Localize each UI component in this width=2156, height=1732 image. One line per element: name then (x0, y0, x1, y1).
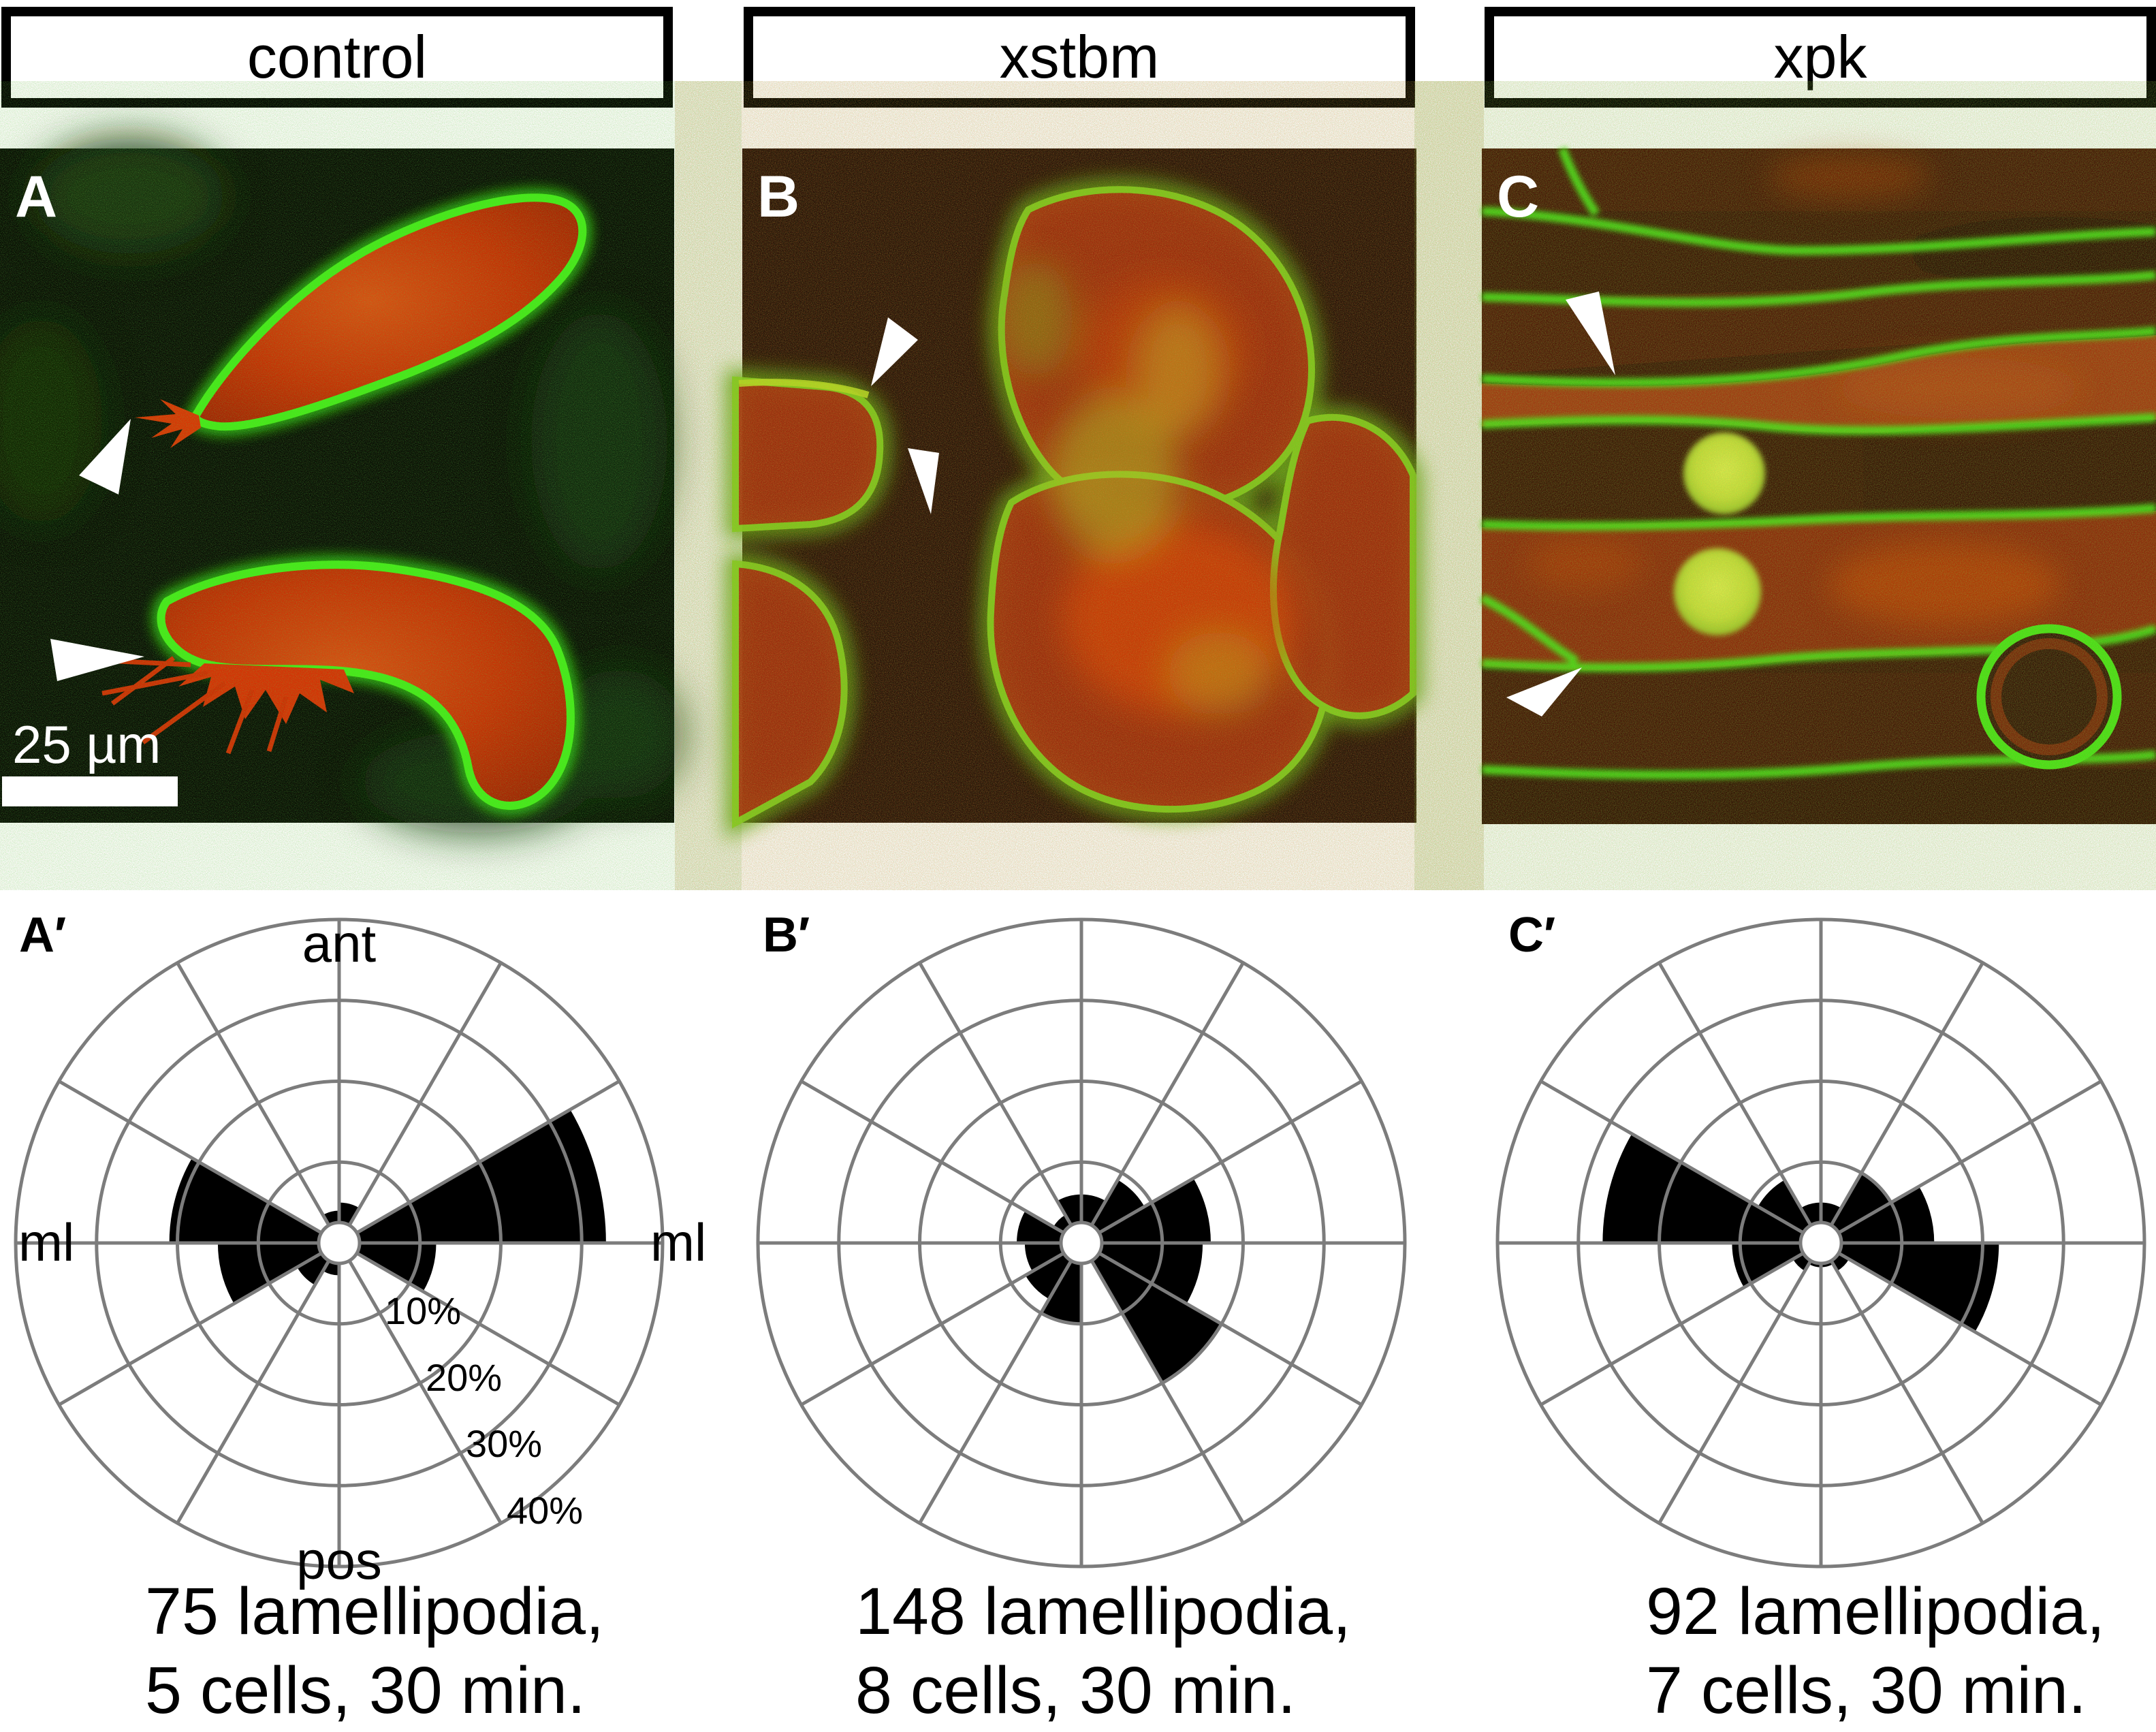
rose-diagram-xpk (1495, 917, 2146, 1569)
micrograph-xpk: C (1480, 146, 2156, 824)
caption-line: 7 cells, 30 min. (1646, 1653, 2087, 1728)
arrowhead-icon (871, 317, 918, 386)
rose-axis-label-pos: pos (296, 1530, 382, 1590)
rose-center-hole (1059, 1221, 1104, 1265)
condition-box-control: control (1, 7, 673, 108)
scale-bar-label: 25 µm (12, 714, 161, 774)
rose-ring-label: 30% (466, 1422, 542, 1465)
rose-wedge (339, 1109, 606, 1243)
rose-grid-spoke (1820, 1241, 2102, 1406)
arrowhead-icon (79, 419, 131, 494)
rose-center-hole (317, 1221, 362, 1265)
caption-line: 5 cells, 30 min. (145, 1653, 586, 1728)
panel-letter: B (757, 164, 799, 230)
rose-grid-spoke (1079, 962, 1245, 1244)
rose-wedge (1602, 1133, 1821, 1243)
arrowhead-icon (1506, 667, 1582, 717)
rose-center-hole (1798, 1221, 1843, 1265)
rose-grid-spoke (1080, 1080, 1363, 1245)
rose-wedge (217, 1243, 339, 1304)
rose-grid-spoke (337, 962, 503, 1244)
condition-box-xstbm: xstbm (744, 7, 1415, 108)
rose-grid-spoke (918, 962, 1083, 1244)
sample-caption: 92 lamellipodia, 7 cells, 30 min. (1646, 1572, 2105, 1731)
rose-panel-label: C′ (1508, 908, 1556, 962)
rose-grid-spoke (1819, 962, 1984, 1244)
rose-grid-spoke (58, 1241, 340, 1406)
rose-axis-label-ml-right: ml (650, 1212, 706, 1272)
rose-wedge (1821, 1186, 1935, 1243)
micrograph-control: 25 µm A (0, 138, 684, 833)
rose-wedge (1081, 1243, 1203, 1304)
condition-title: xpk (1773, 23, 1867, 91)
rose-wedge (169, 1158, 339, 1243)
rose-grid-spoke (800, 1080, 1083, 1245)
rose-grid-spoke (1658, 1242, 1823, 1524)
sample-caption: 148 lamellipodia, 8 cells, 30 min. (855, 1572, 1351, 1731)
green-speckle-noise (742, 148, 1416, 823)
rose-axis-label-ant: ant (302, 913, 377, 973)
rose-grid-spoke (1540, 1080, 1822, 1245)
rose-panel-label: B′ (763, 908, 810, 962)
rose-ring-label: 40% (507, 1489, 583, 1532)
condition-title: control (247, 23, 428, 91)
arrowhead-icon (908, 448, 939, 514)
rose-grid-spoke (1080, 1241, 1363, 1406)
rose-wedge (1821, 1173, 1891, 1243)
arrowhead-icon (50, 639, 144, 681)
caption-line: 148 lamellipodia, (855, 1574, 1351, 1648)
caption-line: 8 cells, 30 min. (855, 1653, 1296, 1728)
rose-diagram-xstbm (756, 917, 1407, 1569)
rose-wedge (1081, 1180, 1145, 1243)
rose-diagram-control: ant pos ml ml 10% 20% 30% 40% (14, 913, 706, 1590)
rose-wedge (1081, 1178, 1211, 1243)
sample-caption: 75 lamellipodia, 5 cells, 30 min. (145, 1572, 604, 1731)
rose-panel-label: A′ (19, 908, 67, 962)
rose-wedge (1758, 1180, 1821, 1243)
rose-wedge (1821, 1243, 1999, 1332)
rose-grid-spoke (337, 1242, 503, 1524)
micrograph-xstbm: B (725, 148, 1423, 840)
rose-grid-spoke (338, 1241, 620, 1406)
rose-ring-label: 10% (385, 1289, 461, 1332)
rose-ring-label: 20% (426, 1356, 502, 1399)
rose-grid-spoke (800, 1241, 1083, 1406)
rose-grid-spoke (1819, 1242, 1984, 1524)
rose-grid-spoke (1079, 1242, 1245, 1524)
arrowhead-icon (1566, 292, 1615, 375)
rose-grid-spoke (1820, 1080, 2102, 1245)
rose-wedge (1081, 1243, 1222, 1383)
panel-letter: A (15, 164, 57, 230)
panel-letter: C (1497, 164, 1539, 230)
red-speckle-noise (1482, 148, 2156, 823)
caption-line: 92 lamellipodia, (1646, 1574, 2106, 1648)
rose-grid-spoke (58, 1080, 340, 1245)
rose-grid-spoke (338, 1080, 620, 1245)
rose-axis-label-ml-left: ml (18, 1212, 74, 1272)
condition-box-xpk: xpk (1485, 7, 2156, 108)
rose-grid-spoke (176, 1242, 341, 1524)
caption-line: 75 lamellipodia, (145, 1574, 605, 1648)
rose-grid-spoke (918, 1242, 1083, 1524)
condition-title: xstbm (999, 23, 1160, 91)
rose-grid-spoke (176, 962, 341, 1244)
rose-grid-spoke (1658, 962, 1823, 1244)
scale-bar (2, 776, 178, 806)
rose-grid-spoke (1540, 1241, 1822, 1406)
